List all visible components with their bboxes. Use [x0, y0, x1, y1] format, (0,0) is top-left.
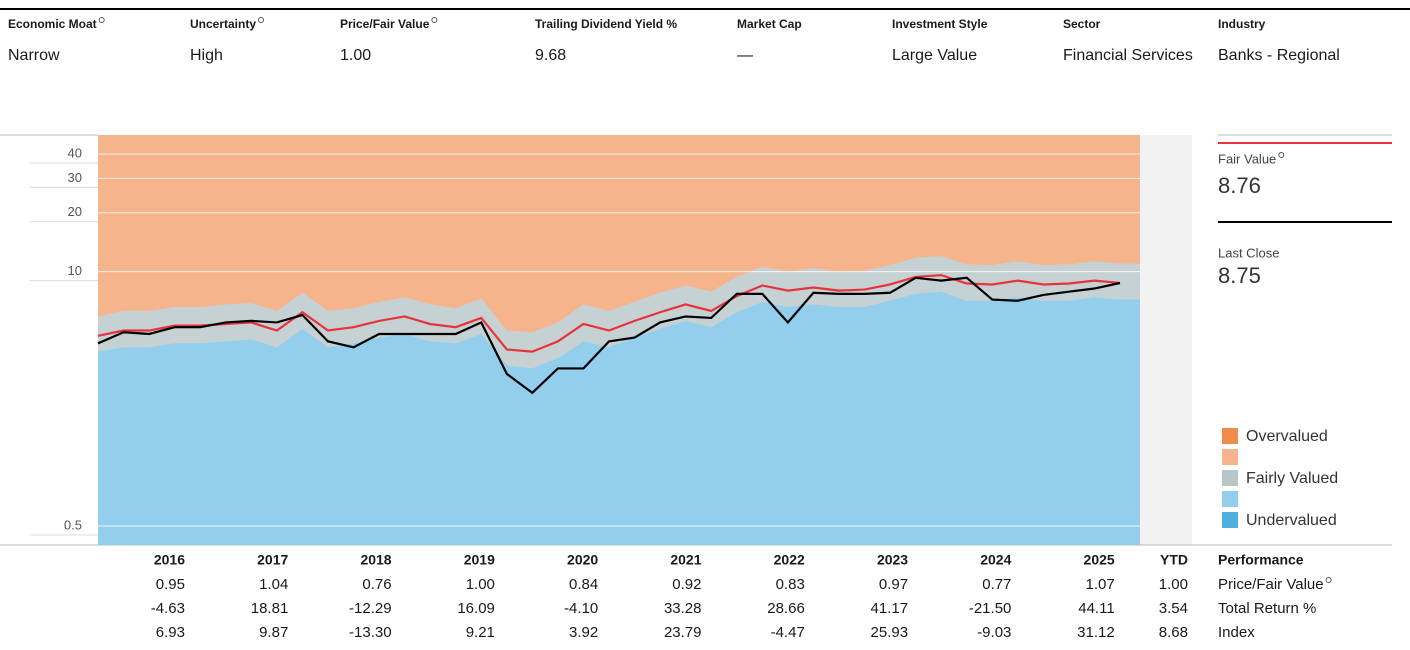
column-header: 2017 [257, 552, 288, 568]
current-value: 8.76 [1218, 173, 1261, 198]
field-label: Industry [1218, 17, 1266, 31]
info-icon [98, 17, 105, 23]
field-label: Price/Fair Value [340, 17, 430, 31]
field-label: Trailing Dividend Yield % [535, 17, 677, 31]
table-cell: 0.77 [982, 576, 1011, 593]
table-cell: 31.12 [1077, 624, 1115, 641]
table-cell: 3.54 [1159, 600, 1188, 617]
field-value: High [190, 47, 223, 64]
table-cell: 8.68 [1159, 624, 1188, 641]
legend-swatch [1222, 428, 1238, 444]
legend-label: Overvalued [1246, 428, 1328, 445]
table-cell: 9.21 [466, 624, 495, 641]
valuation-band [98, 291, 1140, 545]
legend-swatch [1222, 470, 1238, 486]
y-tick-label: 10 [68, 263, 82, 278]
legend-label: Fairly Valued [1246, 470, 1338, 487]
legend-swatch [1222, 449, 1238, 465]
table-cell: 28.66 [767, 600, 805, 617]
table-cell: -13.30 [349, 624, 392, 641]
row-label: Price/Fair Value [1218, 576, 1324, 593]
field-value: Narrow [8, 47, 60, 64]
field-value: Large Value [892, 47, 977, 64]
column-header: 2018 [360, 552, 391, 568]
table-cell: -4.47 [771, 624, 805, 641]
legend-swatch [1222, 491, 1238, 507]
field-value: — [737, 47, 753, 64]
field-label: Sector [1063, 17, 1101, 31]
field-label: Investment Style [892, 17, 988, 31]
table-cell: 1.00 [466, 576, 495, 593]
table-cell: 25.93 [871, 624, 909, 641]
table-cell: -12.29 [349, 600, 392, 617]
ytd-column [1140, 135, 1192, 545]
column-header: 2019 [464, 552, 495, 568]
table-cell: 0.84 [569, 576, 598, 593]
table-cell: 33.28 [664, 600, 702, 617]
field-value: Financial Services [1063, 47, 1193, 64]
table-cell: 0.83 [776, 576, 805, 593]
column-header: 2016 [154, 552, 185, 568]
column-header: 2024 [980, 552, 1011, 568]
table-cell: 0.95 [156, 576, 185, 593]
table-cell: -21.50 [969, 600, 1012, 617]
info-icon [258, 17, 265, 23]
table-cell: -9.03 [977, 624, 1011, 641]
plot [97, 135, 1140, 545]
table-cell: -4.63 [151, 600, 185, 617]
y-tick-label: 30 [68, 170, 82, 185]
table-cell: 6.93 [156, 624, 185, 641]
table-cell: -4.10 [564, 600, 598, 617]
row-label: Index [1218, 624, 1255, 641]
y-tick-label: 40 [68, 145, 82, 160]
column-header: YTD [1160, 552, 1188, 568]
y-tick-label: 0.5 [64, 517, 82, 532]
table-cell: 16.09 [457, 600, 495, 617]
info-icon [1278, 152, 1285, 158]
field-label: Uncertainty [190, 17, 256, 31]
table-cell: 44.11 [1078, 600, 1114, 617]
y-tick-label: 20 [68, 204, 82, 219]
table-cell: 1.00 [1159, 576, 1188, 593]
field-label: Market Cap [737, 17, 802, 31]
column-header: 2022 [774, 552, 805, 568]
series-line [97, 276, 1121, 395]
table-cell: 41.17 [871, 600, 909, 617]
table-title: Performance [1218, 552, 1304, 568]
field-label: Economic Moat [8, 17, 97, 31]
field-value: 9.68 [535, 47, 566, 64]
table-cell: 1.07 [1085, 576, 1114, 593]
legend-label: Undervalued [1246, 512, 1337, 529]
current-label: Last Close [1218, 245, 1279, 260]
table-cell: 0.97 [879, 576, 908, 593]
table-cell: 3.92 [569, 624, 598, 641]
table-cell: 0.92 [672, 576, 701, 593]
row-label: Total Return % [1218, 600, 1316, 617]
current-value: 8.75 [1218, 263, 1261, 288]
field-value: Banks - Regional [1218, 47, 1340, 64]
field-value: 1.00 [340, 47, 371, 64]
table-cell: 9.87 [259, 624, 288, 641]
current-label: Fair Value [1218, 151, 1276, 166]
table-cell: 23.79 [664, 624, 702, 641]
column-header: 2023 [877, 552, 908, 568]
table-cell: 1.04 [259, 576, 288, 593]
column-header: 2025 [1084, 552, 1115, 568]
series-line [97, 274, 1121, 353]
table-cell: 0.76 [362, 576, 391, 593]
legend-swatch [1222, 512, 1238, 528]
table-cell: 18.81 [251, 600, 289, 617]
info-icon [431, 17, 438, 23]
column-header: 2021 [670, 552, 701, 568]
column-header: 2020 [567, 552, 598, 568]
info-icon [1325, 577, 1332, 583]
